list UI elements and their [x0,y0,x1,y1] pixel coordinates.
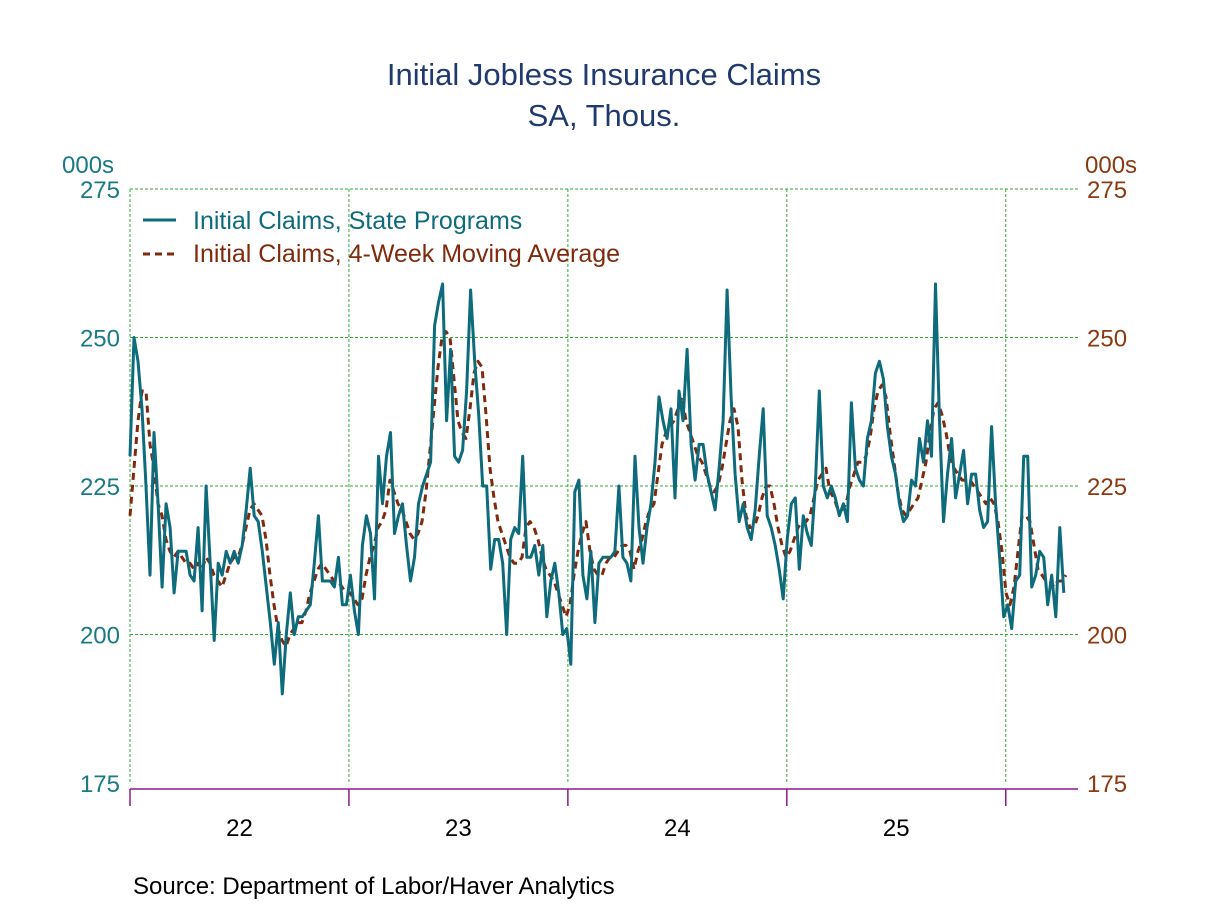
right-y-tick-label: 225 [1087,474,1127,501]
series-line-moving-average [128,330,1068,648]
left-y-tick-label: 250 [80,326,120,353]
series-line-state-programs [128,282,1066,696]
x-tick-label: 24 [664,815,691,842]
legend-label-state-programs: Initial Claims, State Programs [193,207,522,235]
left-y-tick-label: 200 [80,623,120,650]
chart-subtitle: SA, Thous. [528,98,681,133]
right-y-axis: 275 250 225 200 175 [1087,177,1127,798]
series-lines [128,282,1068,696]
right-axis-unit: 000s [1085,152,1137,179]
right-y-tick-label: 250 [1087,326,1127,353]
left-y-tick-label: 275 [80,177,120,204]
right-y-tick-label: 175 [1087,771,1127,798]
x-tick-label: 25 [883,815,910,842]
x-tick-label: 23 [445,815,472,842]
chart-title: Initial Jobless Insurance Claims [387,57,821,92]
x-tick-label: 22 [226,815,253,842]
left-axis-unit: 000s [62,152,114,179]
right-y-tick-label: 275 [1087,177,1127,204]
right-y-tick-label: 200 [1087,623,1127,650]
left-y-tick-label: 225 [80,474,120,501]
x-axis: 22 23 24 25 [129,788,1078,842]
gridlines [129,188,1078,783]
source-note: Source: Department of Labor/Haver Analyt… [133,873,615,900]
left-y-axis: 275 250 225 200 175 [80,177,120,798]
left-y-tick-label: 175 [80,771,120,798]
legend-label-moving-average: Initial Claims, 4-Week Moving Average [193,240,620,268]
legend: Initial Claims, State Programs Initial C… [143,207,620,268]
